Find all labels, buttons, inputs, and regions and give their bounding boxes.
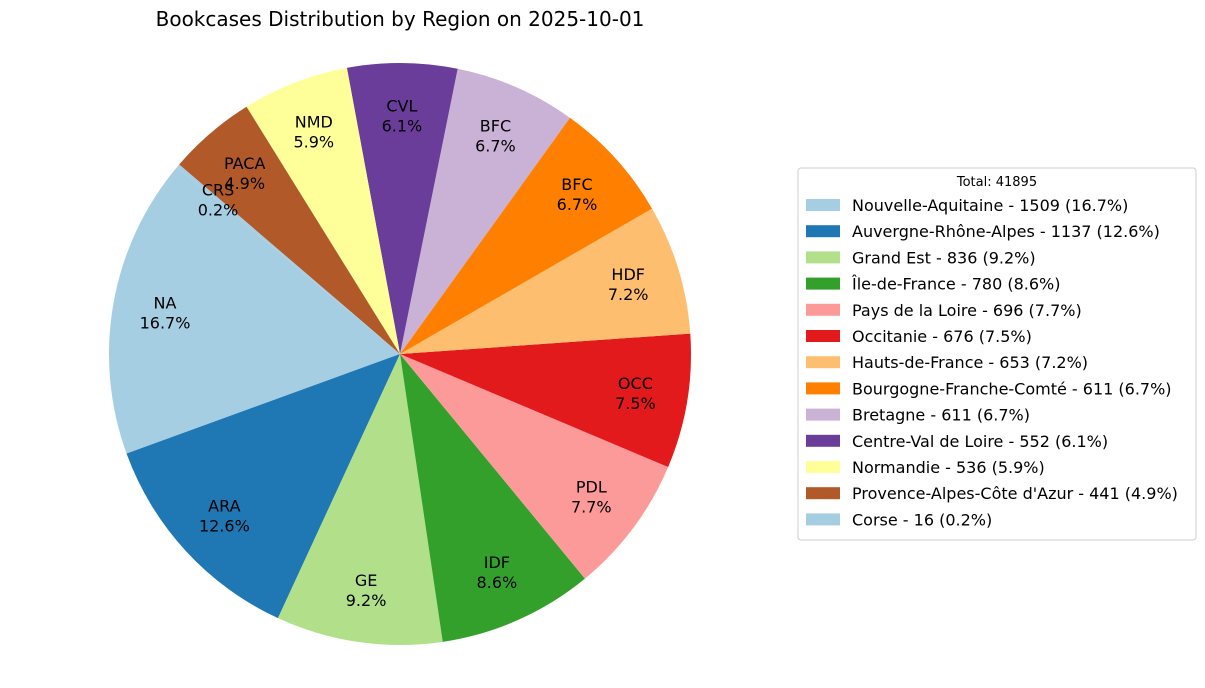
slice-label-abbr: NMD [295, 112, 333, 131]
legend-frame [797, 167, 1197, 541]
pie-slice [400, 354, 585, 642]
slice-label-abbr: OCC [618, 374, 653, 393]
legend-entry-label: Normandie - 536 (5.9%) [852, 458, 1045, 477]
slice-label: ARA 12.6% [199, 497, 250, 536]
slice-label-abbr: GE [355, 571, 378, 590]
slice-label: BFC 6.7% [475, 116, 516, 155]
legend-items: Nouvelle-Aquitaine - 1509 (16.7%) Auvergn… [806, 196, 1178, 529]
slice-label: NMD 5.9% [293, 112, 334, 151]
slice-label: OCC 7.5% [615, 374, 656, 413]
legend-title: Total: 41895 [956, 175, 1037, 190]
slice-label-percent: 4.9% [224, 174, 265, 193]
legend-entry-label: Bourgogne-Franche-Comté - 611 (6.7%) [852, 379, 1172, 398]
slice-label-abbr: IDF [484, 553, 510, 572]
slice-label-abbr: HDF [611, 265, 645, 284]
chart-title: Bookcases Distribution by Region on 2025… [156, 7, 645, 31]
slice-label-percent: 16.7% [140, 314, 191, 333]
legend-entry-label: Corse - 16 (0.2%) [852, 510, 992, 529]
slice-label-abbr: CVL [386, 96, 417, 115]
legend-entry-label: Hauts-de-France - 653 (7.2%) [852, 353, 1088, 372]
slice-label-percent: 7.5% [615, 394, 656, 413]
pie-slice [400, 208, 691, 354]
slice-label-percent: 9.2% [346, 591, 387, 610]
pie-slice [400, 354, 669, 579]
slice-label-percent: 7.2% [608, 285, 649, 304]
legend-entry-label: Centre-Val de Loire - 552 (6.1%) [852, 432, 1108, 451]
slice-label-percent: 12.6% [199, 517, 250, 536]
slice-label: HDF 7.2% [608, 265, 649, 304]
legend-swatch [806, 408, 840, 421]
legend-swatch [806, 382, 840, 395]
pie-slice [126, 354, 401, 619]
legend-swatch [806, 199, 840, 211]
legend-swatch [806, 434, 840, 447]
pie-slice [246, 67, 400, 354]
legend-swatch [806, 461, 840, 473]
legend-entry-label: Grand Est - 836 (9.2%) [852, 248, 1036, 267]
legend-swatch [806, 277, 840, 290]
legend-swatch [806, 513, 840, 526]
slice-label: NA 16.7% [140, 294, 191, 333]
pie-slice [177, 164, 400, 354]
slice-label-abbr: BFC [480, 116, 511, 135]
legend-entry-label: Provence-Alpes-Côte d'Azur - 441 (4.9%) [852, 484, 1178, 503]
legend-entry-label: Pays de la Loire - 696 (7.7%) [852, 301, 1082, 320]
legend-entry-label: Auvergne-Rhône-Alpes - 1137 (12.6%) [852, 222, 1160, 241]
slice-label-abbr: NA [154, 294, 177, 313]
pie-slice [400, 68, 570, 354]
slice-label: CRS 0.2% [198, 181, 239, 220]
slice-label: BFC 6.7% [557, 175, 598, 214]
legend-swatch [806, 330, 840, 342]
pie-slice [346, 62, 458, 354]
pie-slice [277, 354, 443, 645]
legend-swatch [806, 487, 840, 500]
legend-entry-label: Nouvelle-Aquitaine - 1509 (16.7%) [852, 196, 1128, 215]
slice-label-percent: 6.7% [557, 195, 598, 214]
legend-entry-label: Occitanie - 676 (7.5%) [852, 327, 1032, 346]
slice-label: PDL 7.7% [571, 478, 612, 517]
slice-label: IDF 8.6% [477, 553, 518, 592]
pie-slice [108, 166, 400, 454]
legend-swatch [806, 225, 840, 238]
pie-slice [400, 117, 653, 354]
legend: Total: 41895 Nouvelle-Aquitaine - 1509 (… [797, 167, 1197, 541]
legend-entry-label: Île-de-France - 780 (8.6%) [851, 275, 1060, 294]
slice-label: GE 9.2% [346, 571, 387, 610]
pie-slices [108, 62, 691, 645]
pie-slice [400, 333, 691, 468]
slice-label-percent: 8.6% [477, 573, 518, 592]
slice-label-percent: 0.2% [198, 201, 239, 220]
pie-slice-labels: NA 16.7%ARA 12.6%GE 9.2%IDF 8.6%PDL 7.7%OCC 7.… [140, 96, 656, 610]
slice-label-abbr: CRS [202, 181, 234, 200]
legend-entry-label: Bretagne - 611 (6.7%) [852, 406, 1030, 425]
slice-label-abbr: BFC [561, 175, 592, 194]
slice-label-percent: 5.9% [293, 132, 334, 151]
slice-label-abbr: ARA [208, 497, 240, 516]
slice-label-abbr: PACA [224, 154, 265, 173]
legend-swatch [806, 303, 840, 316]
legend-swatch [806, 356, 840, 369]
slice-label-abbr: PDL [576, 478, 607, 497]
slice-label-percent: 6.7% [475, 136, 516, 155]
slice-label: CVL 6.1% [382, 96, 423, 135]
slice-label-percent: 6.1% [382, 116, 423, 135]
slice-label-percent: 7.7% [571, 498, 612, 517]
legend-swatch [806, 251, 840, 264]
slice-label: PACA 4.9% [224, 154, 265, 193]
pie-slice [179, 106, 400, 354]
